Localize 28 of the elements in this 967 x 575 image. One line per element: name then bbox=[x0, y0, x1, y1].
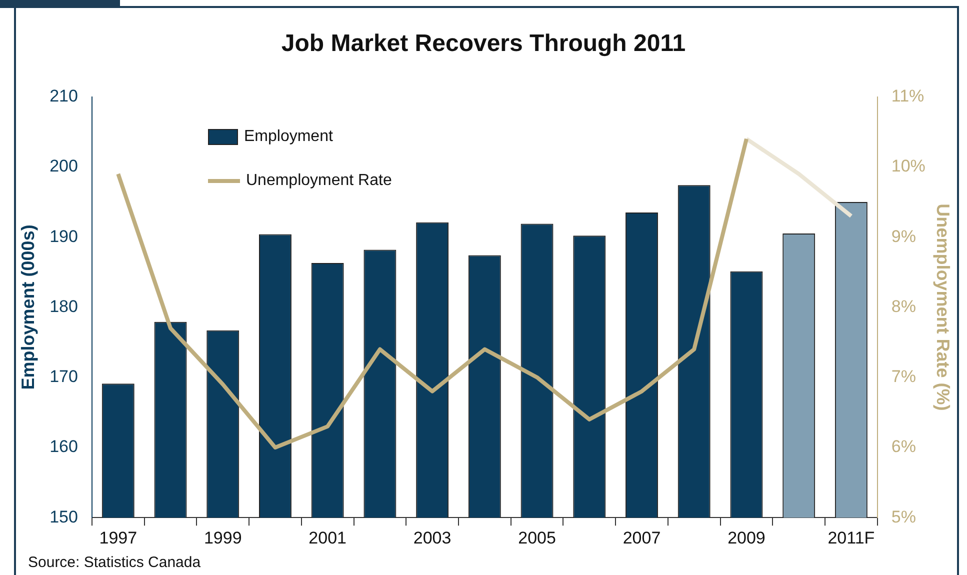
y2-tick-label: 8% bbox=[891, 296, 916, 316]
y2-tick-label: 10% bbox=[891, 156, 926, 176]
y2-tick-label: 9% bbox=[891, 226, 916, 246]
chart-title: Job Market Recovers Through 2011 bbox=[281, 30, 686, 58]
x-tick-label: 2009 bbox=[728, 528, 766, 548]
x-tick-label: 2003 bbox=[413, 528, 452, 548]
y-tick-label: 170 bbox=[50, 367, 78, 386]
y-tick-label: 190 bbox=[50, 226, 78, 246]
y-tick-label: 180 bbox=[50, 296, 78, 316]
legend-label: Employment bbox=[244, 128, 333, 146]
x-tick-label: 2011F bbox=[828, 528, 875, 548]
y2-tick-label: 5% bbox=[891, 507, 916, 526]
y-tick-label: 160 bbox=[50, 437, 78, 456]
x-tick-label: 1999 bbox=[204, 528, 242, 548]
y2-tick-label: 11% bbox=[891, 86, 924, 106]
y-axis-title: Employment (000s) bbox=[18, 224, 38, 390]
x-tick-label: 2001 bbox=[308, 528, 346, 548]
source-note: Source: Statistics Canada bbox=[28, 554, 201, 571]
y2-axis-title: Unemployment Rate (%) bbox=[933, 204, 954, 411]
x-tick-label: 2007 bbox=[622, 528, 661, 548]
y2-tick-label: 7% bbox=[891, 367, 916, 386]
legend-label: Unemployment Rate bbox=[246, 172, 392, 190]
y-tick-label: 200 bbox=[50, 156, 78, 176]
y-tick-label: 210 bbox=[50, 86, 78, 106]
y-tick-label: 150 bbox=[50, 507, 78, 526]
x-tick-label: 2005 bbox=[518, 528, 556, 548]
y2-tick-label: 6% bbox=[891, 437, 916, 456]
x-tick-label: 1997 bbox=[99, 528, 138, 548]
